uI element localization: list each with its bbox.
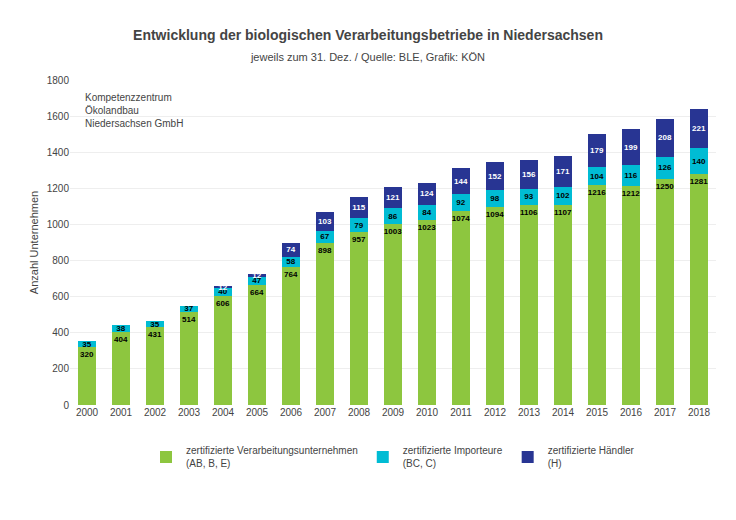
svg-text:86: 86 xyxy=(388,212,397,221)
svg-text:1000: 1000 xyxy=(47,219,70,230)
svg-text:1107: 1107 xyxy=(554,208,572,217)
svg-text:140: 140 xyxy=(692,157,706,166)
svg-text:2008: 2008 xyxy=(348,407,371,418)
svg-text:2013: 2013 xyxy=(518,407,541,418)
svg-text:98: 98 xyxy=(490,194,499,203)
svg-text:179: 179 xyxy=(590,146,604,155)
svg-text:957: 957 xyxy=(352,235,366,244)
svg-text:116: 116 xyxy=(624,171,637,180)
svg-text:12: 12 xyxy=(218,283,227,292)
svg-text:1216: 1216 xyxy=(588,188,606,197)
svg-text:124: 124 xyxy=(420,189,434,198)
svg-text:84: 84 xyxy=(422,208,431,217)
svg-text:1600: 1600 xyxy=(47,111,70,122)
svg-text:35: 35 xyxy=(82,340,91,349)
svg-text:1200: 1200 xyxy=(47,183,70,194)
svg-text:1800: 1800 xyxy=(47,75,70,86)
svg-text:92: 92 xyxy=(456,198,465,207)
svg-text:1023: 1023 xyxy=(418,223,436,232)
svg-text:zertifizierte Importeure(BC, C: zertifizierte Importeure(BC, C) xyxy=(403,445,503,469)
svg-text:171: 171 xyxy=(556,167,570,176)
svg-text:2005: 2005 xyxy=(246,407,269,418)
svg-text:664: 664 xyxy=(250,288,264,297)
svg-text:2010: 2010 xyxy=(416,407,439,418)
svg-text:898: 898 xyxy=(318,246,332,255)
svg-text:2006: 2006 xyxy=(280,407,303,418)
svg-text:800: 800 xyxy=(52,255,69,266)
svg-text:2011: 2011 xyxy=(450,407,472,418)
svg-text:74: 74 xyxy=(286,245,295,254)
svg-text:2015: 2015 xyxy=(586,407,609,418)
svg-text:1106: 1106 xyxy=(520,208,538,217)
svg-text:126: 126 xyxy=(658,163,672,172)
svg-text:2017: 2017 xyxy=(654,407,677,418)
svg-text:58: 58 xyxy=(286,257,295,266)
svg-text:121: 121 xyxy=(386,193,400,202)
svg-text:103: 103 xyxy=(318,217,332,226)
svg-text:93: 93 xyxy=(524,192,533,201)
svg-text:764: 764 xyxy=(284,270,298,279)
svg-text:221: 221 xyxy=(692,124,706,133)
svg-text:2016: 2016 xyxy=(620,407,643,418)
svg-text:2000: 2000 xyxy=(76,407,99,418)
svg-text:404: 404 xyxy=(114,335,128,344)
svg-text:zertifizierte Verarbeitungsunt: zertifizierte Verarbeitungsunternehmen(A… xyxy=(186,445,358,469)
svg-text:144: 144 xyxy=(454,177,468,186)
svg-text:514: 514 xyxy=(182,315,196,324)
svg-text:1003: 1003 xyxy=(384,227,402,236)
svg-text:40: 40 xyxy=(218,287,227,296)
svg-text:2007: 2007 xyxy=(314,407,337,418)
svg-text:400: 400 xyxy=(52,327,69,338)
svg-text:1250: 1250 xyxy=(656,182,674,191)
svg-text:zertifizierte Händler(H): zertifizierte Händler(H) xyxy=(548,445,635,469)
svg-text:37: 37 xyxy=(184,304,193,313)
svg-text:Anzahl Unternehmen: Anzahl Unternehmen xyxy=(28,191,40,294)
svg-text:104: 104 xyxy=(590,172,604,181)
svg-text:200: 200 xyxy=(52,363,69,374)
svg-text:156: 156 xyxy=(522,170,536,179)
svg-text:208: 208 xyxy=(658,133,672,142)
svg-text:2009: 2009 xyxy=(382,407,405,418)
svg-text:Entwicklung der biologischen V: Entwicklung der biologischen Verarbeitun… xyxy=(133,27,603,43)
svg-text:2001: 2001 xyxy=(110,407,133,418)
svg-text:600: 600 xyxy=(52,291,69,302)
svg-text:606: 606 xyxy=(216,299,230,308)
svg-text:199: 199 xyxy=(624,143,638,152)
svg-text:2004: 2004 xyxy=(212,407,235,418)
svg-text:79: 79 xyxy=(354,221,363,230)
svg-text:2003: 2003 xyxy=(178,407,201,418)
svg-text:1281: 1281 xyxy=(690,177,708,186)
svg-text:67: 67 xyxy=(320,232,329,241)
svg-text:1074: 1074 xyxy=(452,214,470,223)
svg-text:1212: 1212 xyxy=(622,189,640,198)
svg-text:47: 47 xyxy=(252,276,261,285)
svg-text:2014: 2014 xyxy=(552,407,575,418)
svg-text:152: 152 xyxy=(488,172,502,181)
svg-text:431: 431 xyxy=(148,330,162,339)
svg-text:38: 38 xyxy=(116,324,125,333)
svg-text:320: 320 xyxy=(80,350,94,359)
svg-text:jeweils zum 31. Dez. / Quelle:: jeweils zum 31. Dez. / Quelle: BLE, Graf… xyxy=(250,51,485,63)
svg-text:12: 12 xyxy=(252,271,261,280)
svg-text:0: 0 xyxy=(63,400,69,411)
svg-text:115: 115 xyxy=(352,203,365,212)
svg-text:2018: 2018 xyxy=(688,407,711,418)
svg-text:2002: 2002 xyxy=(144,407,167,418)
svg-text:KompetenzzentrumÖkolandbauNied: KompetenzzentrumÖkolandbauNiedersachsen … xyxy=(85,92,183,129)
svg-text:1094: 1094 xyxy=(486,210,504,219)
svg-text:102: 102 xyxy=(556,191,570,200)
svg-text:2012: 2012 xyxy=(484,407,507,418)
svg-text:1400: 1400 xyxy=(47,147,70,158)
svg-text:35: 35 xyxy=(150,320,159,329)
